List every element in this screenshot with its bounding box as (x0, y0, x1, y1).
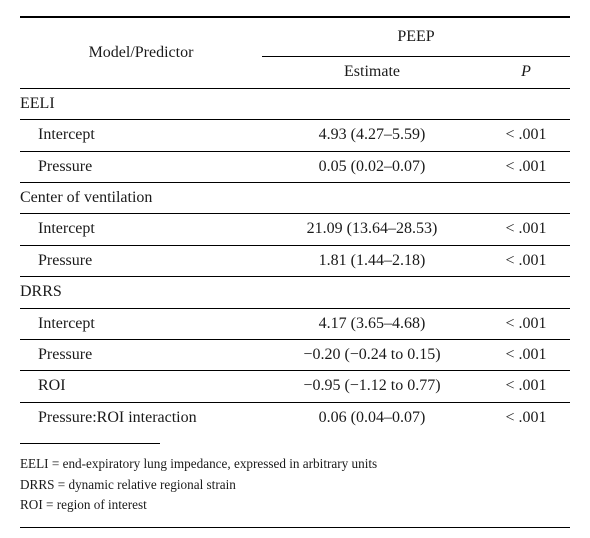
estimate-cell: 4.17 (3.65–4.68) (262, 308, 482, 339)
estimate-cell: 0.06 (0.04–0.07) (262, 402, 482, 433)
footnote-separator (20, 443, 160, 444)
table-body: EELIIntercept4.93 (4.27–5.59)< .001Press… (20, 88, 570, 433)
table-row: Pressure0.05 (0.02–0.07)< .001 (20, 151, 570, 182)
p-cell: < .001 (482, 308, 570, 339)
predictor-cell: Pressure (20, 339, 262, 370)
table-row: Pressure−0.20 (−0.24 to 0.15)< .001 (20, 339, 570, 370)
bottom-rule (20, 527, 570, 528)
col-header-peep: PEEP (262, 17, 570, 57)
table-row: Intercept4.93 (4.27–5.59)< .001 (20, 120, 570, 151)
p-cell: < .001 (482, 120, 570, 151)
p-cell: < .001 (482, 151, 570, 182)
predictor-cell: Intercept (20, 214, 262, 245)
group-label: DRRS (20, 277, 570, 308)
p-cell: < .001 (482, 214, 570, 245)
p-cell: < .001 (482, 402, 570, 433)
group-header-row: Center of ventilation (20, 182, 570, 213)
table-row: Intercept21.09 (13.64–28.53)< .001 (20, 214, 570, 245)
group-label: EELI (20, 88, 570, 119)
estimate-cell: 21.09 (13.64–28.53) (262, 214, 482, 245)
table-row: ROI−0.95 (−1.12 to 0.77)< .001 (20, 371, 570, 402)
predictor-cell: Intercept (20, 308, 262, 339)
predictor-cell: Intercept (20, 120, 262, 151)
footnote-line: DRRS = dynamic relative regional strain (20, 475, 570, 495)
estimate-cell: 1.81 (1.44–2.18) (262, 245, 482, 276)
results-table: Model/Predictor PEEP Estimate P EELIInte… (20, 16, 570, 433)
predictor-cell: Pressure (20, 245, 262, 276)
col-header-estimate: Estimate (262, 57, 482, 88)
predictor-cell: ROI (20, 371, 262, 402)
estimate-cell: −0.95 (−1.12 to 0.77) (262, 371, 482, 402)
group-header-row: EELI (20, 88, 570, 119)
group-header-row: DRRS (20, 277, 570, 308)
col-header-p: P (482, 57, 570, 88)
p-cell: < .001 (482, 339, 570, 370)
estimate-cell: 0.05 (0.02–0.07) (262, 151, 482, 182)
p-cell: < .001 (482, 245, 570, 276)
footnote-line: EELI = end-expiratory lung impedance, ex… (20, 454, 570, 474)
col-header-model: Model/Predictor (20, 17, 262, 88)
table-row: Intercept4.17 (3.65–4.68)< .001 (20, 308, 570, 339)
table-row: Pressure1.81 (1.44–2.18)< .001 (20, 245, 570, 276)
estimate-cell: 4.93 (4.27–5.59) (262, 120, 482, 151)
predictor-cell: Pressure (20, 151, 262, 182)
footnotes: EELI = end-expiratory lung impedance, ex… (20, 448, 570, 521)
footnote-line: ROI = region of interest (20, 495, 570, 515)
predictor-cell: Pressure:ROI interaction (20, 402, 262, 433)
p-cell: < .001 (482, 371, 570, 402)
group-label: Center of ventilation (20, 182, 570, 213)
table-row: Pressure:ROI interaction0.06 (0.04–0.07)… (20, 402, 570, 433)
estimate-cell: −0.20 (−0.24 to 0.15) (262, 339, 482, 370)
